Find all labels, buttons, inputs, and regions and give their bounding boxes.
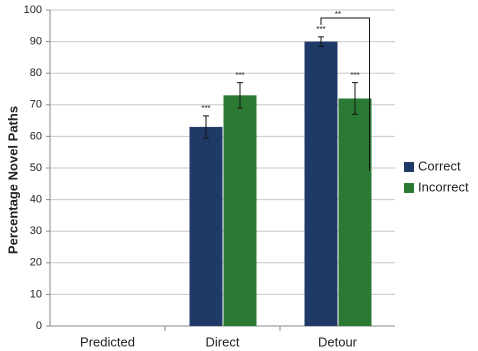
significance-label: *** <box>235 71 244 80</box>
bar <box>189 126 223 326</box>
significance-bracket <box>320 17 370 171</box>
bar <box>304 41 338 326</box>
error-bar <box>203 115 209 139</box>
legend-label: Correct <box>418 158 461 173</box>
error-bar <box>318 36 324 47</box>
x-tick-label: Direct <box>206 334 240 349</box>
error-bar <box>237 82 243 109</box>
legend-label: Incorrect <box>418 179 469 194</box>
x-tick-label: Detour <box>318 334 358 349</box>
legend-swatch <box>404 183 414 193</box>
y-tick-label: 60 <box>30 130 42 142</box>
y-tick-label: 30 <box>30 225 42 237</box>
y-tick-label: 70 <box>30 99 42 111</box>
significance-label: *** <box>316 25 325 34</box>
y-tick-label: 0 <box>36 320 42 332</box>
y-axis-label: Percentage Novel Paths <box>5 106 20 254</box>
significance-label: *** <box>350 71 359 80</box>
legend-swatch <box>404 162 414 172</box>
bar <box>223 95 257 326</box>
bar <box>338 98 372 326</box>
y-tick-label: 50 <box>30 162 42 174</box>
error-bar <box>352 82 358 115</box>
x-tick-label: Predicted <box>80 334 135 349</box>
y-tick-label: 80 <box>30 67 42 79</box>
significance-label: *** <box>201 104 210 113</box>
bracket-label: ** <box>335 10 341 19</box>
y-tick-label: 90 <box>30 36 42 48</box>
y-tick-label: 100 <box>24 4 42 16</box>
y-tick-label: 20 <box>30 257 42 269</box>
y-tick-label: 10 <box>30 288 42 300</box>
y-tick-label: 40 <box>30 194 42 206</box>
